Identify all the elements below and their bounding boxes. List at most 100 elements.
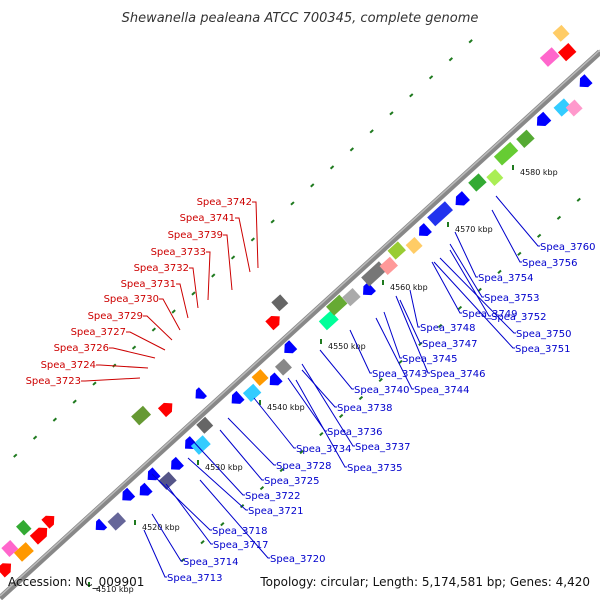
label-connector — [495, 195, 540, 247]
gene-block — [361, 261, 387, 287]
reverse-gene-label: Spea_3744 — [414, 385, 469, 396]
label-connector — [165, 483, 213, 545]
reverse-gene-label: Spea_3745 — [402, 354, 457, 365]
dot-tick — [428, 75, 434, 80]
forward-gene-arrow — [29, 527, 48, 545]
label-connector — [176, 283, 189, 319]
gene-block — [190, 435, 211, 455]
reverse-gene-label: Spea_3740 — [354, 385, 409, 396]
dot-tick — [220, 522, 225, 527]
forward-gene-label: Spea_3729 — [88, 311, 143, 322]
forward-gene-arrow — [0, 563, 12, 578]
reverse-gene-arrow — [95, 518, 108, 531]
reverse-gene-label: Spea_3736 — [327, 427, 382, 438]
forward-gene-label: Spea_3730 — [104, 294, 159, 305]
label-connector — [189, 267, 199, 309]
gene-block — [13, 542, 34, 562]
reverse-gene-label: Spea_3718 — [212, 526, 267, 537]
dot-tick — [349, 147, 355, 152]
reverse-gene-arrow — [536, 111, 552, 127]
label-connector — [159, 298, 181, 331]
label-connector — [449, 243, 484, 298]
gene-block — [251, 369, 269, 387]
reverse-gene-label: Spea_3738 — [337, 403, 392, 414]
forward-gene-label: Spea_3727 — [71, 327, 126, 338]
dot-tick — [536, 233, 542, 238]
gene-block — [379, 256, 398, 276]
forward-gene-label: Spea_3733 — [151, 247, 206, 258]
label-connector — [206, 251, 211, 301]
forward-gene-label: Spea_3723 — [26, 376, 81, 387]
reverse-gene-arrow — [139, 482, 153, 496]
label-connector — [439, 257, 516, 334]
gene-block — [387, 241, 406, 260]
gene-block — [565, 99, 583, 117]
label-connector — [143, 315, 173, 341]
kbp-tick-label: 4580 kbp — [520, 168, 558, 177]
dot-tick — [270, 219, 275, 224]
label-connector — [253, 397, 296, 449]
reverse-gene-label: Spea_3750 — [516, 329, 571, 340]
label-connector — [449, 249, 491, 317]
dot-tick — [497, 269, 502, 274]
kbp-tick-mark — [134, 520, 136, 525]
forward-gene-arrow — [265, 316, 280, 331]
label-connector — [349, 329, 372, 374]
label-connector — [319, 349, 354, 390]
dot-tick — [398, 359, 403, 365]
label-connector — [301, 363, 355, 447]
genome-summary-text: Topology: circular; Length: 5,174,581 bp… — [259, 575, 590, 589]
dot-tick — [448, 57, 454, 62]
gene-block — [342, 287, 361, 307]
kbp-tick-mark — [512, 165, 514, 170]
dot-tick — [299, 449, 304, 455]
label-connector — [109, 347, 156, 359]
reverse-gene-arrow — [231, 390, 245, 404]
dot-tick — [319, 431, 324, 437]
gene-block — [107, 512, 127, 531]
dot-tick — [52, 417, 58, 422]
reverse-gene-arrow — [195, 387, 207, 399]
reverse-gene-label: Spea_3749 — [462, 309, 517, 320]
reverse-gene-label: Spea_3743 — [372, 369, 427, 380]
gene-block — [468, 173, 487, 192]
dot-tick — [576, 197, 581, 202]
genome-backbone-highlight — [0, 49, 600, 597]
label-connector — [454, 231, 478, 278]
label-connector — [235, 217, 251, 273]
reverse-gene-arrow — [171, 456, 184, 470]
dot-tick — [290, 201, 295, 206]
dot-tick — [409, 93, 414, 98]
dot-ticks — [13, 39, 581, 563]
gene-features — [0, 24, 593, 578]
dot-tick — [131, 345, 137, 350]
dot-tick — [279, 467, 284, 473]
gene-block — [493, 141, 519, 166]
label-connector — [199, 479, 270, 559]
label-connector — [223, 234, 233, 291]
dot-tick — [517, 251, 522, 256]
accession-text: Accession: NC_009901 — [8, 575, 144, 589]
map-title: Shewanella pealeana ATCC 700345, complet… — [122, 11, 479, 26]
label-connector — [187, 457, 248, 511]
label-connector — [395, 295, 430, 374]
reverse-gene-label: Spea_3713 — [167, 573, 222, 584]
kbp-tick-label: 4560 kbp — [390, 283, 428, 292]
reverse-gene-label: Spea_3728 — [276, 461, 331, 472]
gene-block — [131, 405, 152, 426]
dot-tick — [32, 435, 38, 440]
kbp-tick-mark — [259, 400, 261, 405]
kbp-tick-label: 4510 kbp — [96, 585, 134, 594]
gene-block — [271, 294, 289, 312]
forward-gene-label: Spea_3741 — [180, 213, 235, 224]
gene-block — [158, 471, 177, 490]
gene-block — [552, 24, 570, 42]
reverse-gene-label: Spea_3721 — [248, 506, 303, 517]
forward-gene-arrow — [41, 515, 55, 529]
dot-tick — [72, 399, 77, 404]
dot-tick — [338, 413, 344, 419]
reverse-gene-arrow — [147, 467, 161, 481]
label-connector — [433, 261, 515, 349]
label-connector — [143, 529, 167, 578]
